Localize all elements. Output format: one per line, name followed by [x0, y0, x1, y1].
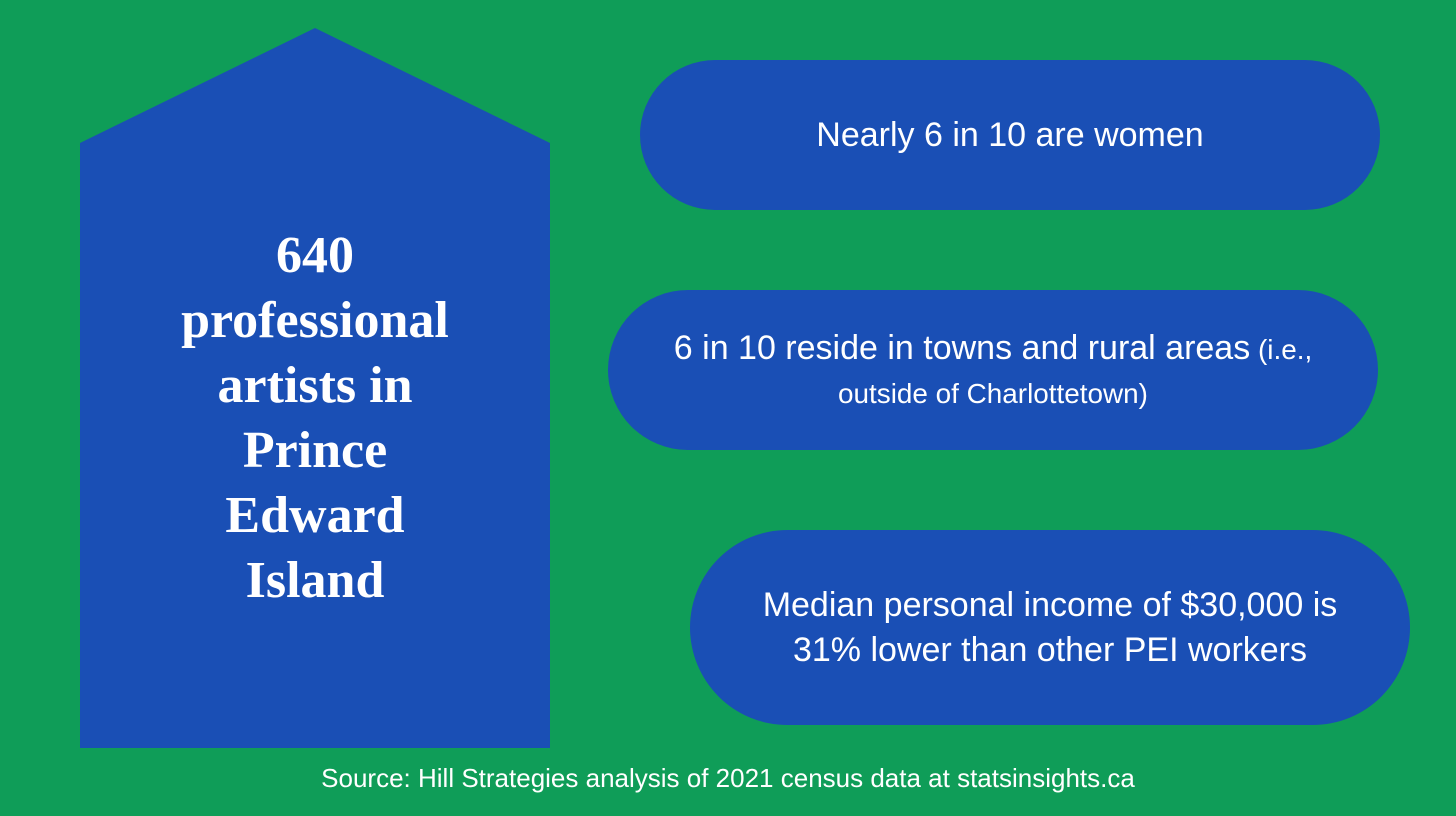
- headline-line-4: Prince: [181, 418, 449, 483]
- stat-pill-rural: 6 in 10 reside in towns and rural areas …: [608, 290, 1378, 450]
- headline-line-2: professional: [181, 288, 449, 353]
- infographic-canvas: 640 professional artists in Prince Edwar…: [0, 0, 1456, 816]
- stat-pill-rural-main: 6 in 10 reside in towns and rural areas: [674, 329, 1250, 367]
- headline-line-5: Edward: [181, 483, 449, 548]
- stat-pill-women: Nearly 6 in 10 are women: [640, 60, 1380, 210]
- stat-pill-women-text: Nearly 6 in 10 are women: [816, 113, 1203, 157]
- stat-pill-income: Median personal income of $30,000 is 31%…: [690, 530, 1410, 725]
- headline-line-1: 640: [181, 223, 449, 288]
- headline-text: 640 professional artists in Prince Edwar…: [161, 223, 469, 613]
- stat-pill-income-text: Median personal income of $30,000 is 31%…: [730, 583, 1370, 671]
- headline-house-shape: 640 professional artists in Prince Edwar…: [80, 28, 550, 748]
- source-footer: Source: Hill Strategies analysis of 2021…: [0, 763, 1456, 794]
- stat-pill-rural-text: 6 in 10 reside in towns and rural areas …: [648, 326, 1338, 414]
- headline-line-3: artists in: [181, 353, 449, 418]
- headline-line-6: Island: [181, 548, 449, 613]
- source-text: Source: Hill Strategies analysis of 2021…: [321, 763, 1135, 793]
